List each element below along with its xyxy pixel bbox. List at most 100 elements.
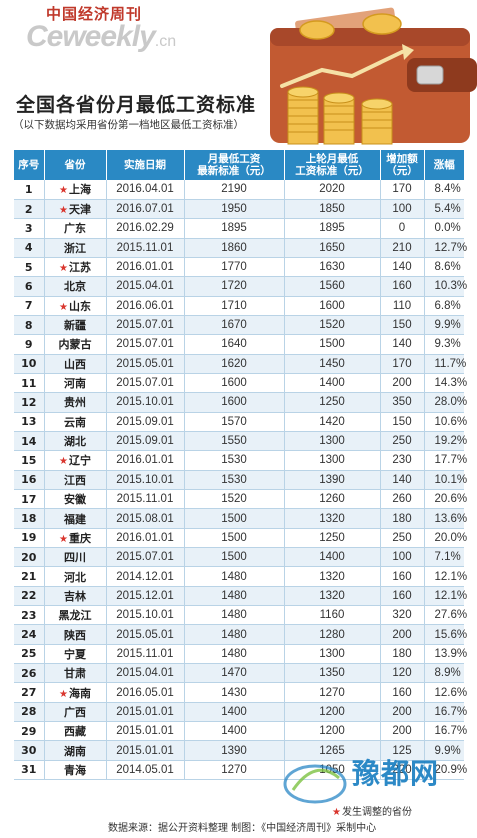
cell-increase: 125 bbox=[380, 740, 425, 761]
cell-province: 内蒙古 bbox=[44, 334, 107, 355]
cell-province: 西藏 bbox=[44, 721, 107, 742]
cell-old-standard-text: 1520 bbox=[319, 319, 345, 332]
cell-date: 2014.05.01 bbox=[106, 760, 185, 781]
cell-new-standard: 1530 bbox=[184, 470, 285, 491]
table-row: 4 浙江 2015.11.01 1860 1650 210 12.7% bbox=[14, 238, 467, 258]
cell-no-text: 30 bbox=[21, 744, 37, 758]
wage-table: 序号 省份 实施日期 月最低工资 最新标准（元） 上轮月最低 工资标准（元） 增加额… bbox=[14, 150, 467, 781]
cell-pct-text: 10.3% bbox=[434, 280, 468, 293]
cell-new-standard-text: 1570 bbox=[221, 415, 247, 428]
cell-old-standard: 1280 bbox=[284, 624, 381, 645]
cell-province: 广西 bbox=[44, 702, 107, 723]
cell-province-text: 河南 bbox=[64, 377, 86, 391]
cell-old-standard-text: 1200 bbox=[319, 725, 345, 738]
cell-old-standard: 1895 bbox=[284, 218, 381, 239]
cell-pct: 10.3% bbox=[424, 276, 467, 297]
cell-no: 10 bbox=[14, 354, 45, 374]
cell-old-standard: 1250 bbox=[284, 392, 381, 413]
cell-date-text: 2016.01.01 bbox=[116, 454, 174, 467]
cell-new-standard: 1530 bbox=[184, 450, 285, 471]
cell-old-standard-text: 1420 bbox=[319, 415, 345, 428]
col-header-text: 实施日期 bbox=[124, 159, 166, 171]
cell-new-standard-text: 1600 bbox=[221, 396, 247, 409]
cell-old-standard-text: 2020 bbox=[319, 183, 345, 196]
cell-increase: 200 bbox=[380, 702, 425, 723]
cell-no: 19 bbox=[14, 528, 45, 549]
cell-old-standard: 1320 bbox=[284, 586, 381, 607]
cell-old-standard: 1300 bbox=[284, 450, 381, 471]
cell-pct: 5.4% bbox=[424, 199, 464, 220]
cell-increase-text: 180 bbox=[392, 647, 412, 660]
cell-increase: 140 bbox=[380, 470, 425, 491]
cell-pct-text: 0.0% bbox=[434, 222, 461, 235]
cell-province: 湖北 bbox=[44, 431, 107, 452]
cell-date-text: 2015.11.01 bbox=[116, 647, 174, 660]
cell-increase-text: 350 bbox=[392, 396, 412, 409]
cell-date: 2015.11.01 bbox=[106, 489, 185, 510]
cell-no: 14 bbox=[14, 431, 45, 452]
table-row: 24 陕西 2015.05.01 1480 1280 200 15.6% bbox=[14, 624, 467, 645]
cell-pct-text: 5.4% bbox=[434, 203, 461, 216]
cell-date-text: 2015.10.01 bbox=[116, 609, 174, 622]
cell-pct: 15.6% bbox=[424, 624, 467, 645]
cell-date: 2014.12.01 bbox=[106, 566, 185, 587]
col-header-no: 序号 bbox=[14, 150, 45, 180]
cell-no: 15 bbox=[14, 450, 45, 471]
cell-province-text: 江西 bbox=[64, 473, 86, 487]
cell-pct-text: 9.9% bbox=[434, 744, 461, 757]
cell-pct-text: 11.7% bbox=[434, 357, 467, 370]
cell-increase: 230 bbox=[380, 450, 425, 471]
cell-no: 23 bbox=[14, 605, 45, 626]
cell-new-standard-text: 1530 bbox=[221, 454, 247, 467]
cell-province-text: 重庆 bbox=[68, 531, 91, 545]
cell-province-text: 天津 bbox=[68, 203, 91, 217]
cell-pct: 8.9% bbox=[424, 663, 464, 684]
cell-province: ★辽宁 bbox=[44, 450, 107, 471]
cell-province-text: 上海 bbox=[68, 183, 91, 197]
cell-pct: 10.1% bbox=[424, 470, 467, 491]
cell-old-standard: 1200 bbox=[284, 721, 381, 742]
cell-province-text: 湖北 bbox=[64, 435, 86, 449]
cell-no-text: 16 bbox=[21, 473, 37, 487]
cell-new-standard: 1480 bbox=[184, 586, 285, 607]
cell-no: 8 bbox=[14, 315, 45, 336]
cell-no: 21 bbox=[14, 566, 45, 587]
cell-old-standard-text: 1895 bbox=[319, 222, 345, 235]
cell-increase: 120 bbox=[380, 663, 425, 684]
cell-date-text: 2015.01.01 bbox=[116, 705, 174, 718]
cell-pct: 10.6% bbox=[424, 412, 467, 432]
cell-increase: 200 bbox=[380, 624, 425, 645]
cell-no: 29 bbox=[14, 721, 45, 742]
cell-new-standard-text: 1720 bbox=[221, 280, 247, 293]
cell-new-standard: 1950 bbox=[184, 199, 285, 220]
cell-old-standard-text: 1320 bbox=[319, 570, 345, 583]
star-icon: ★ bbox=[59, 263, 68, 275]
table-row: 22 吉林 2015.12.01 1480 1320 160 12.1% bbox=[14, 586, 467, 607]
cell-new-standard-text: 1530 bbox=[221, 473, 247, 486]
cell-date-text: 2015.09.01 bbox=[116, 435, 174, 448]
cell-old-standard: 1260 bbox=[284, 489, 381, 510]
cell-pct: 13.6% bbox=[424, 508, 467, 529]
cell-no-text: 20 bbox=[21, 550, 37, 564]
cell-new-standard-text: 1270 bbox=[221, 763, 247, 776]
star-icon: ★ bbox=[59, 688, 68, 700]
cell-increase-text: 110 bbox=[392, 299, 412, 312]
cell-province: 山西 bbox=[44, 354, 107, 374]
cell-increase: 350 bbox=[380, 392, 425, 413]
cell-new-standard: 1770 bbox=[184, 257, 285, 278]
cell-date-text: 2015.04.01 bbox=[116, 280, 174, 293]
cell-date: 2015.10.01 bbox=[106, 392, 185, 413]
cell-province-text: 山西 bbox=[64, 357, 86, 371]
cell-old-standard: 1300 bbox=[284, 644, 381, 665]
cell-date-text: 2015.01.01 bbox=[116, 744, 174, 757]
col-header-text: 涨幅 bbox=[433, 159, 455, 171]
cell-date: 2015.07.01 bbox=[106, 334, 185, 355]
cell-date: 2016.01.01 bbox=[106, 450, 185, 471]
cell-new-standard-text: 1500 bbox=[221, 531, 247, 544]
cell-no-text: 2 bbox=[24, 202, 33, 216]
cell-new-standard-text: 1480 bbox=[221, 628, 247, 641]
cell-no: 12 bbox=[14, 392, 45, 413]
cell-new-standard: 1270 bbox=[184, 760, 285, 781]
cell-date-text: 2015.07.01 bbox=[116, 377, 174, 390]
cell-date-text: 2016.04.01 bbox=[116, 183, 174, 196]
